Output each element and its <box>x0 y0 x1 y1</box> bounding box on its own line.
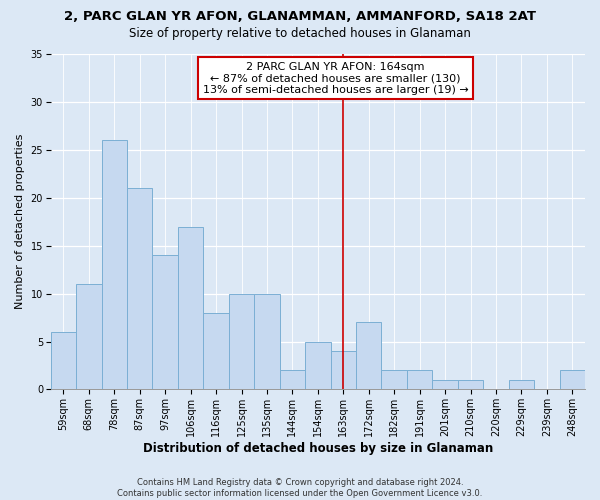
Bar <box>76 284 101 390</box>
Bar <box>560 370 585 390</box>
Bar <box>458 380 483 390</box>
Bar <box>356 322 382 390</box>
Bar <box>331 351 356 390</box>
Bar <box>433 380 458 390</box>
Bar <box>50 332 76 390</box>
Y-axis label: Number of detached properties: Number of detached properties <box>15 134 25 310</box>
Bar <box>229 294 254 390</box>
Bar <box>280 370 305 390</box>
Bar <box>254 294 280 390</box>
Bar <box>178 226 203 390</box>
X-axis label: Distribution of detached houses by size in Glanaman: Distribution of detached houses by size … <box>143 442 493 455</box>
Bar <box>382 370 407 390</box>
Bar <box>305 342 331 390</box>
Text: Contains HM Land Registry data © Crown copyright and database right 2024.
Contai: Contains HM Land Registry data © Crown c… <box>118 478 482 498</box>
Text: 2 PARC GLAN YR AFON: 164sqm
← 87% of detached houses are smaller (130)
13% of se: 2 PARC GLAN YR AFON: 164sqm ← 87% of det… <box>203 62 469 95</box>
Bar <box>101 140 127 390</box>
Text: 2, PARC GLAN YR AFON, GLANAMMAN, AMMANFORD, SA18 2AT: 2, PARC GLAN YR AFON, GLANAMMAN, AMMANFO… <box>64 10 536 23</box>
Text: Size of property relative to detached houses in Glanaman: Size of property relative to detached ho… <box>129 28 471 40</box>
Bar <box>509 380 534 390</box>
Bar <box>152 256 178 390</box>
Bar <box>127 188 152 390</box>
Bar <box>203 313 229 390</box>
Bar <box>407 370 433 390</box>
